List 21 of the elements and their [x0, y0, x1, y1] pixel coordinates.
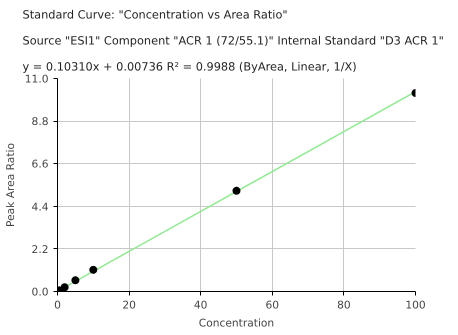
y-tick-label: 8.8: [32, 115, 49, 128]
chart-title: Standard Curve: "Concentration vs Area Ratio": [22, 8, 288, 22]
point: [89, 266, 98, 274]
y-tick-label: 4.4: [32, 200, 49, 214]
point: [71, 276, 80, 284]
y-tick-label: 2.2: [32, 242, 49, 256]
x-tick-label: 20: [122, 298, 136, 312]
y-tick-label: 11.0: [24, 72, 49, 86]
y-tick-label: 6.6: [32, 158, 49, 171]
x-tick-label: 40: [194, 298, 208, 312]
text: y = 0.10310x + 0.00736 R² = 0.9988 (ByArea, Linear, 1/X): [22, 60, 357, 74]
x-tick-label: 60: [266, 298, 280, 312]
y-axis-title: Peak Area Ratio: [4, 143, 17, 227]
chart-subtitle: Source "ESI1" Component "ACR 1 (72/55.1)" Internal Standard "D3 ACR 1": [22, 34, 444, 48]
x-axis-title: Concentration: [198, 316, 274, 330]
point: [232, 186, 240, 195]
x-tick-label: 80: [337, 298, 351, 312]
y-tick-label: 0.0: [32, 286, 49, 298]
x-tick-label: 100: [405, 298, 426, 312]
x-tick-label: 0: [54, 298, 62, 312]
point: [60, 283, 69, 292]
